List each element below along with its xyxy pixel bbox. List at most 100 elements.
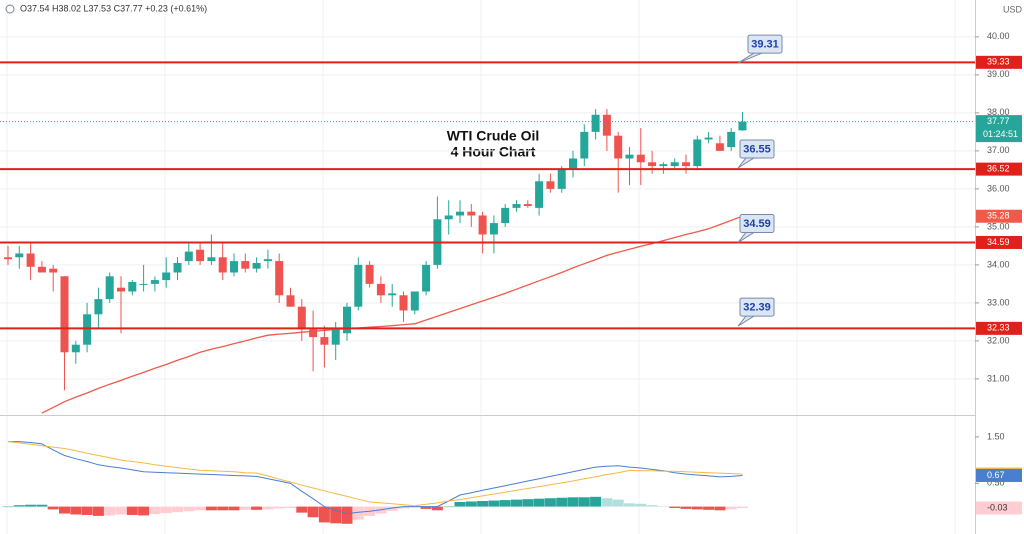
candle-body bbox=[150, 280, 159, 284]
histogram-bar bbox=[454, 501, 466, 507]
histogram-bar bbox=[2, 506, 14, 508]
histogram-bar bbox=[138, 506, 150, 516]
y-tick-label: 36.00 bbox=[987, 183, 1010, 193]
callout-label: 34.59 bbox=[743, 218, 771, 230]
signal-line bbox=[7, 441, 743, 507]
macd-line bbox=[8, 441, 743, 515]
histogram-bar bbox=[578, 497, 590, 507]
ohlc-legend: O37.54 H38.02 L37.53 C37.77 +0.23 (+0.61… bbox=[20, 3, 207, 13]
macd-tag bbox=[976, 468, 1022, 482]
legend-icon[interactable] bbox=[5, 4, 15, 14]
macd-tag bbox=[976, 501, 1022, 515]
candle-body bbox=[467, 211, 476, 216]
histogram-bar bbox=[691, 506, 703, 510]
candle-body bbox=[49, 268, 58, 273]
histogram-bar bbox=[47, 506, 59, 510]
candle-body bbox=[738, 121, 747, 131]
y-tick-label: 40.00 bbox=[987, 31, 1010, 41]
histogram-bar bbox=[104, 506, 116, 516]
histogram-bar bbox=[307, 506, 319, 518]
candle-body bbox=[71, 344, 80, 353]
histogram-bar bbox=[398, 506, 409, 509]
callout-pointer bbox=[737, 157, 755, 169]
histogram-bar bbox=[172, 506, 183, 513]
candle-body bbox=[456, 211, 464, 216]
histogram-bar bbox=[635, 503, 647, 507]
candle-body bbox=[331, 329, 340, 345]
candle-body bbox=[399, 295, 408, 311]
candle-body bbox=[659, 164, 668, 167]
callout-label: 32.39 bbox=[743, 301, 771, 313]
histogram-bar bbox=[646, 505, 658, 507]
vertical-grid bbox=[6, 0, 956, 534]
candle-body bbox=[15, 253, 24, 258]
histogram-bar bbox=[556, 497, 568, 507]
callout-pointer bbox=[737, 315, 755, 327]
y-tick-label: 33.00 bbox=[987, 297, 1010, 307]
histogram-bar bbox=[205, 506, 217, 511]
candle-body bbox=[184, 251, 193, 262]
histogram-bar bbox=[725, 506, 737, 510]
moving-average bbox=[41, 215, 743, 414]
histogram-bar bbox=[92, 506, 104, 516]
candle-body bbox=[320, 337, 329, 345]
candle-body bbox=[309, 329, 318, 338]
candle-body bbox=[648, 162, 657, 167]
y-tick-label: 35.00 bbox=[987, 221, 1010, 231]
candle-body bbox=[614, 135, 623, 159]
histogram-bar bbox=[465, 501, 477, 507]
histogram-bar bbox=[115, 506, 127, 515]
histogram-bar bbox=[477, 501, 489, 507]
candle-body bbox=[422, 264, 431, 292]
candle-body bbox=[501, 207, 510, 224]
y-tick-label: 32.00 bbox=[987, 335, 1010, 345]
histogram-bar bbox=[341, 506, 353, 524]
macd-tag-label: -0.03 bbox=[987, 502, 1008, 512]
level-tag bbox=[976, 235, 1022, 249]
candle-body bbox=[704, 137, 713, 140]
callout-label: 36.55 bbox=[743, 143, 771, 155]
y-tick-label: 1.50 bbox=[987, 431, 1005, 441]
histogram-bar bbox=[443, 506, 455, 508]
histogram-bar bbox=[13, 505, 25, 507]
countdown: 01:24:51 bbox=[983, 129, 1018, 139]
candle-body bbox=[37, 266, 46, 273]
histogram-bar bbox=[36, 504, 48, 507]
candle-body bbox=[162, 272, 171, 281]
candle-body bbox=[263, 259, 272, 262]
histogram-bar bbox=[70, 506, 82, 515]
y-tick-label: 34.00 bbox=[987, 259, 1010, 269]
histogram-bar bbox=[590, 496, 602, 507]
candle-body bbox=[715, 143, 724, 151]
candle-body bbox=[139, 283, 148, 285]
candle-body bbox=[207, 257, 216, 262]
histogram-bar bbox=[488, 500, 500, 507]
y-tick-label: 37.00 bbox=[987, 145, 1010, 155]
candle-body bbox=[275, 261, 284, 296]
histogram-bar bbox=[499, 500, 511, 507]
histogram-bar bbox=[273, 506, 285, 509]
histogram-bar bbox=[544, 498, 556, 507]
candle-body bbox=[682, 162, 690, 167]
level-tag-label: 39.33 bbox=[987, 57, 1010, 67]
histogram-bar bbox=[386, 506, 398, 511]
candle-body bbox=[105, 276, 114, 300]
histogram-bar bbox=[714, 506, 726, 511]
histogram-bar bbox=[737, 506, 748, 508]
histogram-bar bbox=[522, 499, 534, 507]
candle-body bbox=[117, 287, 125, 292]
histogram-bar bbox=[318, 506, 330, 523]
level-tag bbox=[976, 321, 1022, 335]
histogram-bar bbox=[657, 506, 669, 507]
callout-pointer bbox=[737, 52, 763, 64]
histogram-bar bbox=[183, 506, 195, 512]
candle-body bbox=[83, 314, 92, 345]
histogram-bar bbox=[262, 506, 274, 510]
candle-body bbox=[26, 253, 35, 267]
y-tick-label: 38.00 bbox=[987, 107, 1010, 117]
candle-body bbox=[343, 306, 351, 334]
histogram-bar bbox=[228, 506, 240, 511]
histogram-bar bbox=[194, 506, 206, 511]
candle-body bbox=[4, 257, 12, 260]
